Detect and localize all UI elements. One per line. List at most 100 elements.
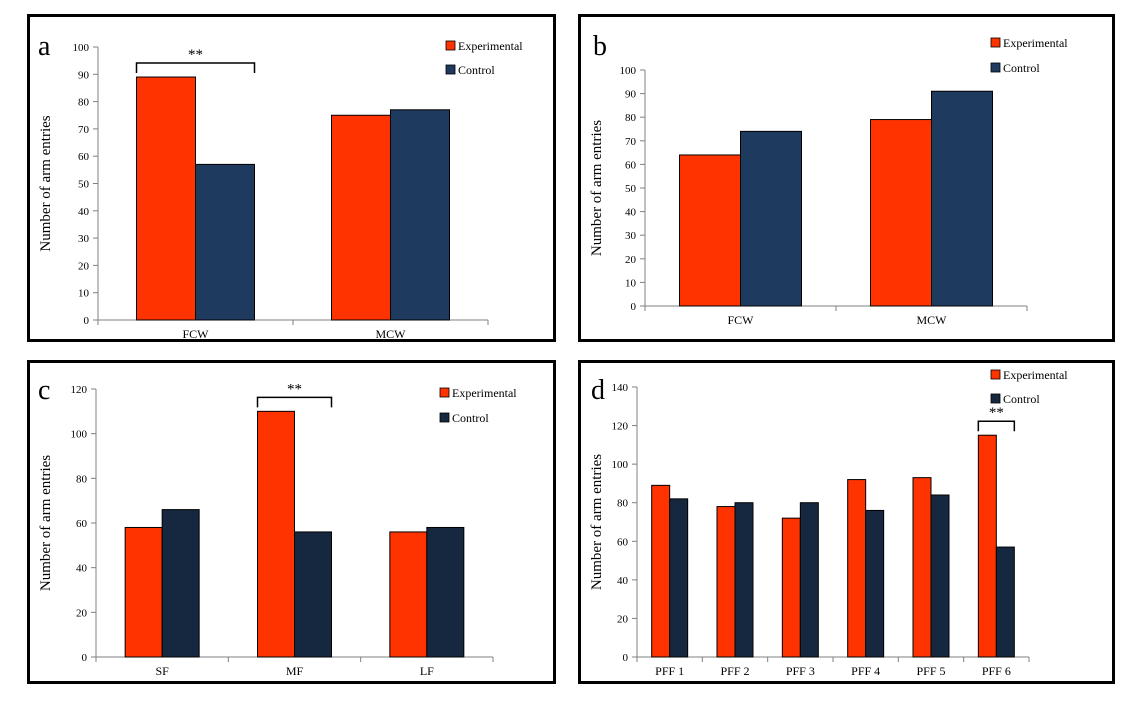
- y-tick-label-b: 30: [625, 230, 637, 242]
- x-tick-label-c: MF: [286, 664, 304, 678]
- y-tick-label-b: 100: [620, 65, 637, 77]
- legend-label-b-1: Control: [1003, 61, 1040, 75]
- panel-letter-a: a: [38, 31, 51, 62]
- y-tick-label-d: 140: [612, 382, 629, 394]
- bar-a-control-0: [195, 163, 255, 321]
- bar-d-experimental-4: [912, 477, 932, 658]
- x-tick-label-c: SF: [155, 664, 169, 678]
- y-axis-label-d: Number of arm entries: [589, 454, 605, 590]
- y-tick-label-c: 20: [76, 607, 88, 619]
- chart-svg-b: b 0 10 20 30 40 50 60 70 80 90 100 Number of arm ent…: [589, 31, 1068, 327]
- bar-d-control-1: [734, 502, 754, 658]
- y-tick-label-d: 100: [612, 459, 629, 471]
- bar-c-experimental-0: [124, 526, 163, 658]
- y-tick-label-a: 70: [78, 124, 90, 136]
- legend-label-a-0: Experimental: [458, 39, 523, 53]
- y-tick-label-d: 60: [617, 536, 629, 548]
- bar-d-control-3: [865, 509, 885, 658]
- significance-bracket-c: [256, 396, 333, 408]
- x-tick-label-d: PFF 1: [655, 664, 684, 678]
- y-tick-label-c: 80: [76, 473, 88, 485]
- x-tick-label-a: FCW: [182, 327, 209, 341]
- significance-label-a: **: [188, 47, 203, 63]
- legend-swatch-c-1: [439, 412, 450, 423]
- y-tick-label-b: 20: [625, 254, 637, 266]
- bar-a-experimental-1: [331, 114, 391, 321]
- bar-b-experimental-1: [870, 119, 932, 307]
- chart-svg-a: a 0 10 20 30 40 50 60 70 80 90 100 Number of arm ent…: [38, 31, 523, 341]
- significance-label-c: **: [287, 381, 302, 397]
- y-tick-label-a: 10: [78, 288, 90, 300]
- y-tick-label-b: 50: [625, 183, 637, 195]
- y-tick-label-b: 10: [625, 277, 637, 289]
- legend-label-c-1: Control: [452, 411, 489, 425]
- x-tick-label-d: PFF 4: [851, 664, 880, 678]
- x-tick-label-a: MCW: [376, 327, 407, 341]
- y-tick-label-b: 60: [625, 159, 637, 171]
- bar-c-control-1: [294, 531, 332, 658]
- bar-b-control-1: [931, 90, 993, 307]
- legend-swatch-d-0: [990, 369, 1001, 380]
- y-tick-label-d: 80: [617, 498, 629, 510]
- bar-b-experimental-0: [679, 154, 741, 307]
- bar-d-control-4: [930, 494, 950, 658]
- x-tick-label-b: MCW: [917, 313, 948, 327]
- legend-label-b-0: Experimental: [1003, 36, 1068, 50]
- x-tick-label-c: LF: [420, 664, 434, 678]
- y-tick-label-b: 40: [625, 207, 637, 219]
- y-tick-label-d: 0: [623, 652, 629, 664]
- y-tick-label-a: 40: [78, 206, 90, 218]
- bar-d-experimental-2: [781, 517, 801, 658]
- bar-a-control-1: [390, 109, 450, 321]
- x-tick-label-d: PFF 3: [786, 664, 815, 678]
- y-tick-label-a: 80: [78, 97, 90, 109]
- x-tick-label-d: PFF 6: [982, 664, 1011, 678]
- bar-c-control-0: [161, 509, 200, 658]
- y-tick-label-a: 100: [73, 42, 90, 54]
- y-tick-label-d: 40: [617, 575, 629, 587]
- x-tick-label-b: FCW: [727, 313, 754, 327]
- legend-label-d-1: Control: [1003, 392, 1040, 406]
- x-tick-label-d: PFF 5: [916, 664, 945, 678]
- chart-svg-c: c 0 20 40 60 80 100 120 Number of arm entries SF M…: [38, 375, 517, 678]
- chart-svg-d: d 0 20 40 60 80 100 120 140 Number of arm entries…: [589, 368, 1068, 678]
- chart-panel-c: c 0 20 40 60 80 100 120 Number of arm entries SF M…: [27, 360, 556, 684]
- legend-swatch-a-0: [445, 40, 456, 51]
- chart-panel-a: a 0 10 20 30 40 50 60 70 80 90 100 Number of arm ent…: [27, 14, 556, 342]
- legend-swatch-a-1: [445, 64, 456, 75]
- y-tick-label-c: 40: [76, 563, 88, 575]
- x-tick-label-d: PFF 2: [720, 664, 749, 678]
- bar-d-experimental-0: [651, 484, 671, 658]
- significance-bracket-a: [135, 62, 256, 74]
- y-tick-label-a: 0: [84, 315, 90, 327]
- bar-d-control-0: [669, 498, 689, 658]
- panel-letter-d: d: [591, 375, 605, 406]
- y-tick-label-a: 60: [78, 151, 90, 163]
- bar-d-experimental-5: [977, 434, 997, 658]
- y-tick-label-a: 50: [78, 179, 90, 191]
- bar-c-control-2: [426, 526, 465, 658]
- significance-label-d: **: [989, 405, 1004, 421]
- bar-c-experimental-2: [389, 531, 428, 658]
- legend-swatch-b-1: [990, 62, 1001, 73]
- bar-d-experimental-3: [847, 479, 867, 658]
- legend-label-a-1: Control: [458, 63, 495, 77]
- y-tick-label-c: 100: [71, 429, 88, 441]
- y-tick-label-a: 90: [78, 69, 90, 81]
- chart-panel-d: d 0 20 40 60 80 100 120 140 Number of arm entries…: [578, 360, 1115, 684]
- y-tick-label-c: 60: [76, 518, 88, 530]
- y-tick-label-a: 30: [78, 233, 90, 245]
- panel-letter-b: b: [593, 31, 607, 62]
- chart-panel-b: b 0 10 20 30 40 50 60 70 80 90 100 Number of arm ent…: [578, 14, 1115, 342]
- legend-swatch-c-0: [439, 387, 450, 398]
- y-tick-label-c: 0: [82, 652, 88, 664]
- y-axis-label-c: Number of arm entries: [38, 455, 54, 591]
- y-tick-label-b: 90: [625, 89, 637, 101]
- y-tick-label-d: 20: [617, 613, 629, 625]
- y-tick-label-b: 70: [625, 136, 637, 148]
- bar-d-control-5: [995, 546, 1015, 658]
- bar-c-experimental-1: [257, 410, 295, 658]
- bar-d-experimental-1: [716, 506, 736, 658]
- significance-bracket-d: [977, 420, 1016, 432]
- y-tick-label-b: 0: [631, 301, 637, 313]
